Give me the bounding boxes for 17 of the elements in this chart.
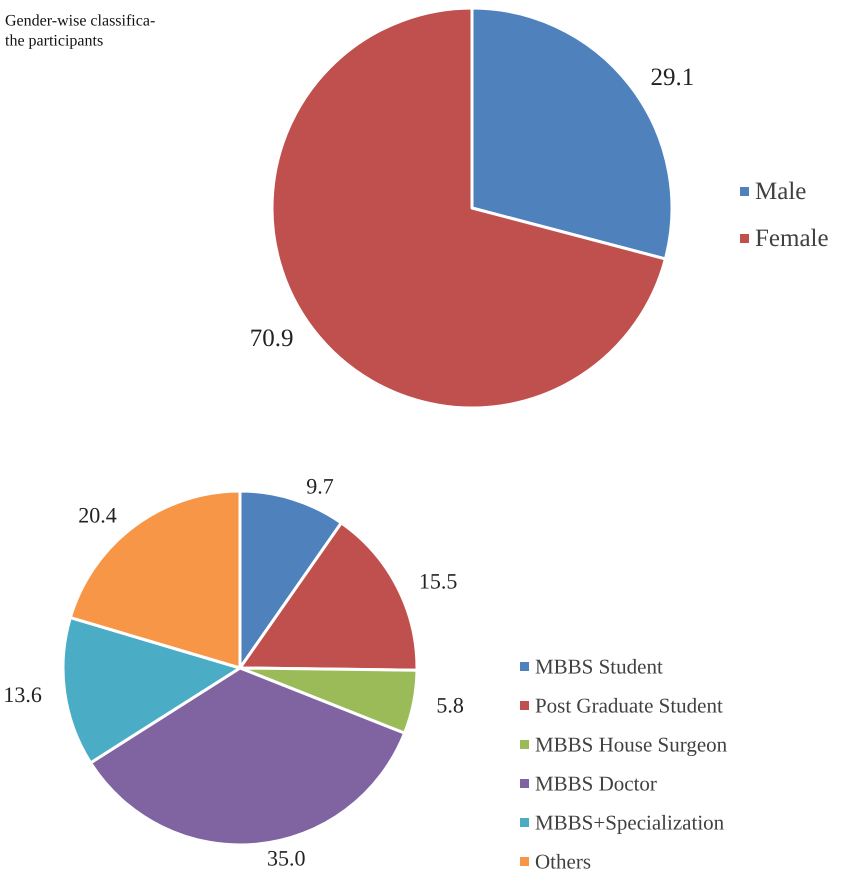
data-label: 20.4 <box>78 502 117 528</box>
legend-label: MBBS+Specialization <box>535 810 725 834</box>
data-label: 9.7 <box>306 473 334 498</box>
data-label: 70.9 <box>250 325 294 352</box>
text: Gender-wise classifica- the participants <box>5 12 156 50</box>
legend-label: MBBS House Surgeon <box>535 732 728 756</box>
legend-label: Others <box>535 850 591 874</box>
data-label: 5.8 <box>436 692 464 718</box>
legend-label: MBBS Student <box>535 654 663 678</box>
data-label: 29.1 <box>650 64 694 91</box>
legend-label: Male <box>755 178 806 205</box>
legend-label: MBBS Doctor <box>535 772 657 796</box>
legend-label: Female <box>755 225 829 252</box>
legend-label: Post Graduate Student <box>535 694 723 718</box>
data-label: 15.5 <box>418 568 458 594</box>
data-label: 35.0 <box>266 846 306 871</box>
data-label: 13.6 <box>3 682 42 707</box>
